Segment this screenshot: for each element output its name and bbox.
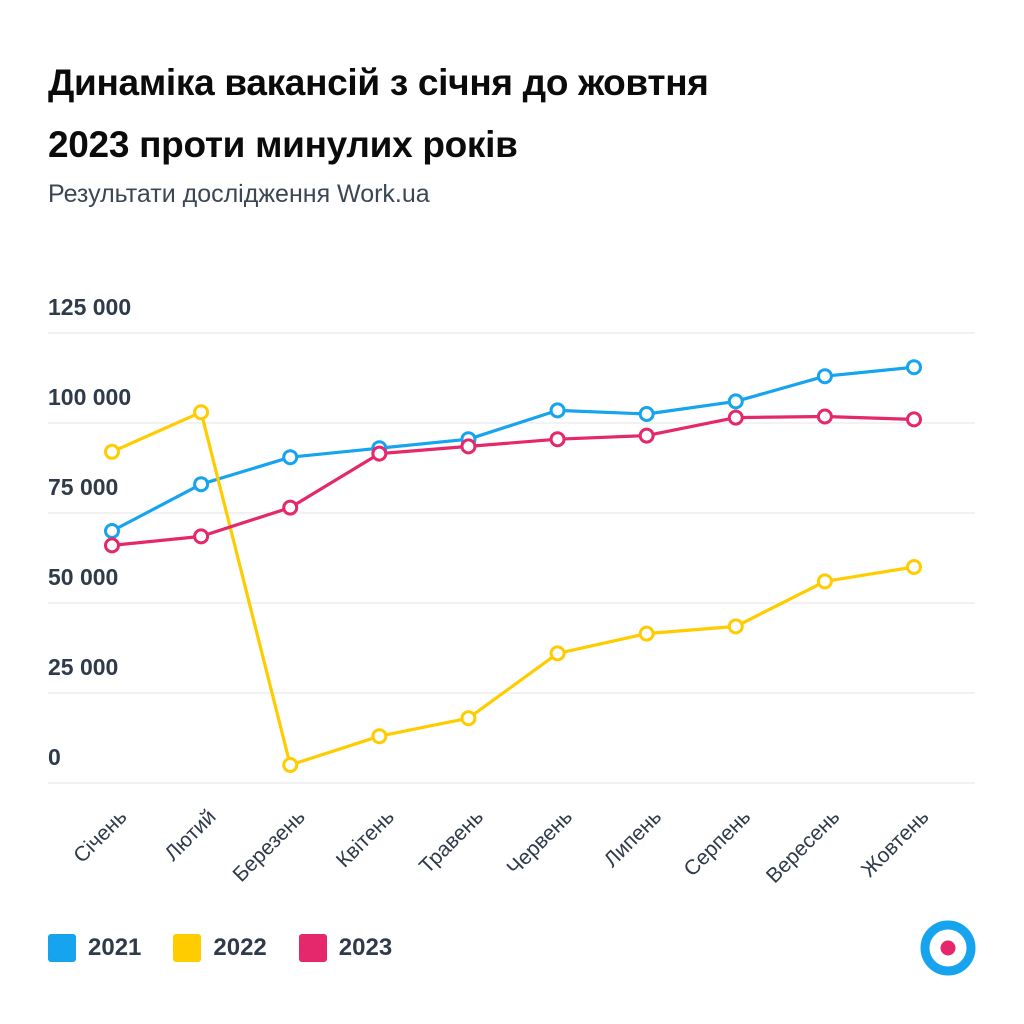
y-axis-ticks: 0 25 000 50 000 75 000 100 000 125 000 [48, 294, 131, 770]
x-tick-label: Вересень [762, 805, 845, 888]
series-2023 [104, 408, 922, 554]
legend-item-2021: 2021 [48, 934, 141, 962]
data-point-2023 [727, 409, 744, 426]
legend-label-2022: 2022 [213, 934, 267, 961]
series-2022 [104, 404, 922, 773]
data-point-2023 [906, 411, 922, 428]
data-point-2022 [104, 443, 120, 460]
y-tick-label: 50 000 [48, 564, 118, 590]
x-axis-ticks: Січень Лютий Березень Квітень Травень Червень… [69, 805, 933, 888]
series-line-2023 [110, 414, 916, 548]
chart-title: Динаміка вакансій з січня до жовтня 2023… [48, 52, 948, 176]
legend-swatch-2023 [298, 934, 327, 962]
chart-subtitle: Результати дослідження Work.ua [48, 180, 430, 208]
data-point-2021 [282, 449, 299, 466]
x-tick-label: Січень [69, 805, 131, 867]
data-point-2022 [906, 559, 922, 575]
data-point-2022 [549, 645, 566, 662]
data-point-2021 [638, 406, 655, 422]
data-point-2022 [193, 404, 210, 421]
x-tick-label: Лютий [160, 805, 220, 865]
x-tick-label: Липень [600, 805, 667, 872]
data-point-2023 [282, 499, 299, 516]
y-tick-label: 25 000 [48, 654, 118, 680]
data-point-2022 [638, 625, 655, 642]
data-point-2022 [816, 573, 833, 590]
data-point-2021 [816, 368, 833, 385]
x-tick-label: Червень [502, 805, 577, 880]
data-point-2023 [460, 438, 477, 455]
legend-swatch-2021 [48, 934, 76, 962]
data-point-2023 [371, 445, 388, 462]
legend: 2021 2022 2023 [48, 930, 392, 966]
x-tick-label: Травень [415, 805, 488, 878]
series-line-2021 [110, 365, 916, 533]
x-tick-label: Березень [228, 805, 309, 886]
series-line-2022 [110, 410, 916, 767]
data-point-2022 [727, 618, 744, 635]
legend-item-2022: 2022 [173, 934, 267, 962]
y-tick-label: 125 000 [48, 294, 131, 320]
data-point-2021 [104, 523, 120, 539]
series-group [104, 359, 922, 773]
data-point-2021 [193, 476, 210, 493]
x-tick-label: Квітень [332, 805, 399, 872]
data-point-2021 [549, 402, 566, 419]
legend-swatch-2022 [173, 934, 202, 962]
data-point-2022 [371, 728, 388, 745]
data-point-2023 [193, 528, 210, 545]
y-tick-label: 75 000 [48, 474, 118, 500]
title-line-1: Динаміка вакансій з січня до жовтня [48, 62, 709, 103]
data-point-2022 [460, 710, 477, 727]
x-tick-label: Жовтень [857, 805, 933, 881]
y-tick-label: 100 000 [48, 384, 131, 410]
data-point-2022 [282, 757, 299, 773]
data-point-2023 [638, 427, 655, 444]
data-point-2021 [727, 393, 744, 410]
series-2021 [104, 359, 922, 539]
data-point-2021 [906, 359, 922, 376]
legend-item-2023: 2023 [298, 934, 393, 962]
legend-label-2021: 2021 [88, 934, 142, 961]
legend-label-2023: 2023 [338, 934, 393, 961]
x-tick-label: Серпень [680, 805, 756, 881]
data-point-2023 [549, 431, 566, 448]
grid-lines [48, 332, 975, 784]
data-point-2023 [816, 408, 833, 425]
data-point-2023 [104, 537, 120, 554]
work-ua-logo-icon [920, 920, 976, 976]
y-tick-label: 0 [48, 744, 61, 770]
title-line-2: 2023 проти минулих років [48, 124, 518, 165]
